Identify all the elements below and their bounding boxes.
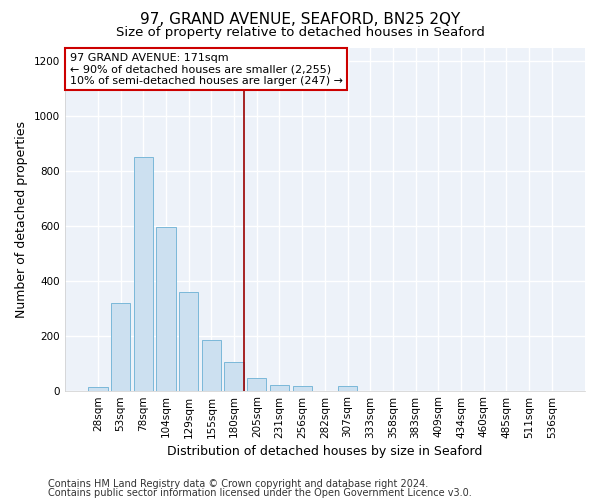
Bar xyxy=(88,388,107,390)
Text: 97 GRAND AVENUE: 171sqm
← 90% of detached houses are smaller (2,255)
10% of semi: 97 GRAND AVENUE: 171sqm ← 90% of detache… xyxy=(70,52,343,86)
Bar xyxy=(179,292,199,390)
Text: Contains public sector information licensed under the Open Government Licence v3: Contains public sector information licen… xyxy=(48,488,472,498)
Bar xyxy=(293,386,312,390)
Text: 97, GRAND AVENUE, SEAFORD, BN25 2QY: 97, GRAND AVENUE, SEAFORD, BN25 2QY xyxy=(140,12,460,28)
Bar xyxy=(202,340,221,390)
Bar xyxy=(111,302,130,390)
Y-axis label: Number of detached properties: Number of detached properties xyxy=(15,120,28,318)
Bar xyxy=(134,158,153,390)
Bar xyxy=(157,228,176,390)
X-axis label: Distribution of detached houses by size in Seaford: Distribution of detached houses by size … xyxy=(167,444,482,458)
Bar xyxy=(247,378,266,390)
Bar xyxy=(224,362,244,390)
Text: Size of property relative to detached houses in Seaford: Size of property relative to detached ho… xyxy=(116,26,484,39)
Bar xyxy=(338,386,357,390)
Text: Contains HM Land Registry data © Crown copyright and database right 2024.: Contains HM Land Registry data © Crown c… xyxy=(48,479,428,489)
Bar xyxy=(270,384,289,390)
